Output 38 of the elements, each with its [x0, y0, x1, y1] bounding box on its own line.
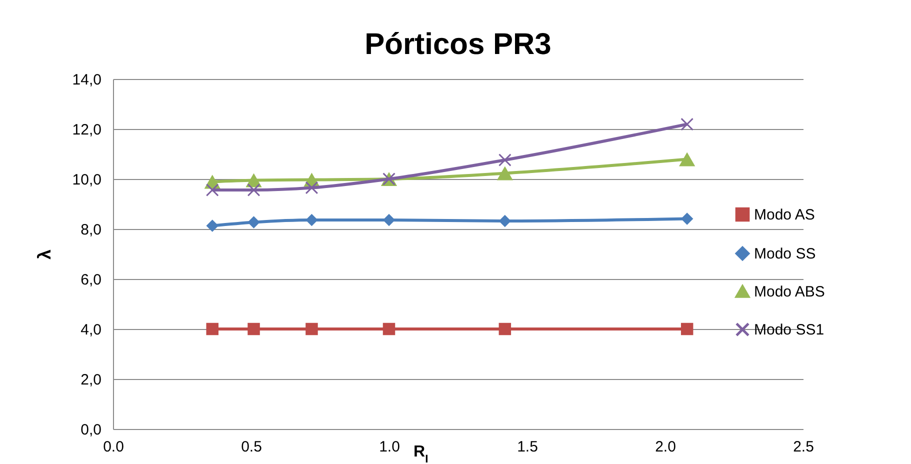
x-tick-label: 2.5 — [793, 438, 814, 456]
y-tick-label: 6,0 — [80, 272, 102, 288]
y-tick-label: 10,0 — [72, 172, 102, 188]
point — [382, 322, 396, 336]
point — [306, 322, 318, 336]
y-tick-label: 0,0 — [80, 422, 102, 438]
point — [206, 184, 219, 196]
x-tick-label: 0.0 — [103, 438, 124, 456]
y-tick-label: 12,0 — [72, 122, 102, 138]
point — [680, 118, 694, 131]
x-tick-label: 0.5 — [241, 438, 262, 456]
point — [306, 214, 318, 226]
y-tick-label: 2,0 — [80, 372, 102, 388]
x-tick-label: 1.0 — [379, 438, 400, 456]
y-axis-title: λ — [34, 249, 54, 260]
point — [248, 216, 260, 228]
chart-title: Pórticos PR3 — [364, 28, 552, 61]
y-tick-label: 14,0 — [72, 72, 102, 88]
point — [679, 152, 696, 166]
point — [680, 212, 694, 225]
point — [248, 322, 260, 336]
legend-label: Modo SS1 — [754, 322, 824, 338]
y-tick-label: 4,0 — [80, 322, 102, 338]
point — [247, 184, 260, 196]
point — [206, 322, 218, 336]
y-tick-label: 8,0 — [80, 222, 102, 238]
point — [498, 322, 512, 336]
point — [680, 322, 694, 336]
x-tick-label: 2.0 — [655, 438, 676, 456]
point — [496, 166, 513, 180]
point — [305, 181, 318, 194]
legend-label: Modo SS — [754, 246, 816, 262]
legend-label: Modo AS — [754, 206, 815, 224]
point — [498, 154, 512, 166]
point — [206, 220, 218, 232]
x-tick-label: 1.5 — [517, 438, 538, 456]
x-axis-title: R$_{I}$ — [414, 444, 428, 464]
legend-label: Modo ABS — [754, 284, 825, 300]
